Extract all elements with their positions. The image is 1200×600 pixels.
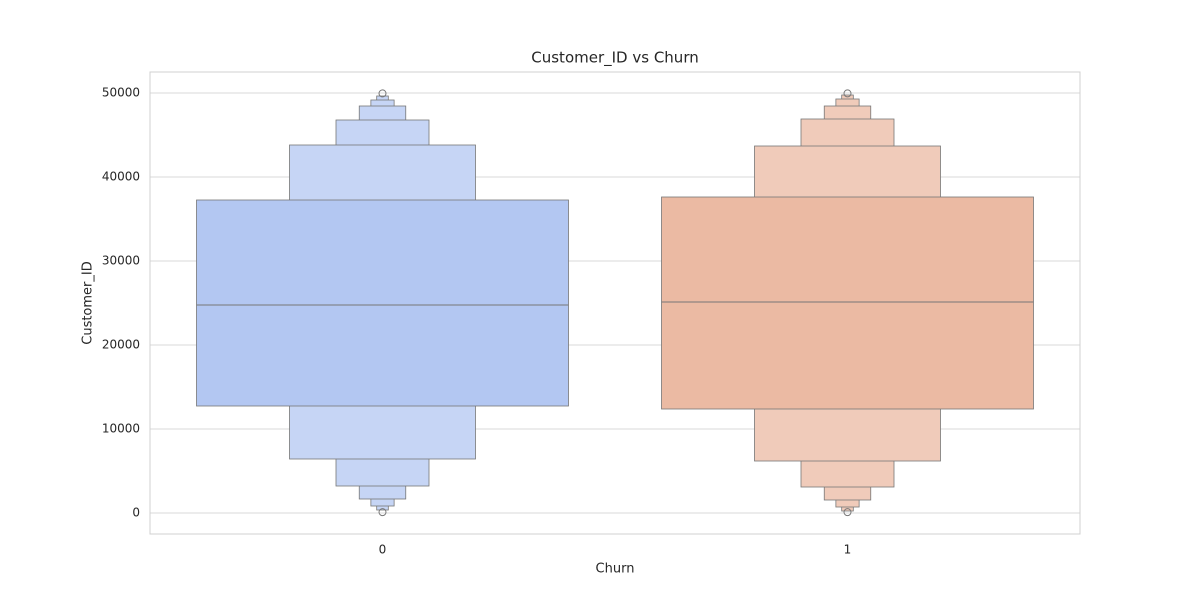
y-tick-label: 50000: [102, 86, 140, 100]
chart-title: Customer_ID vs Churn: [531, 49, 698, 68]
y-tick-label: 40000: [102, 170, 140, 184]
y-tick-label: 0: [132, 506, 140, 520]
y-tick-label: 20000: [102, 338, 140, 352]
x-axis-label: Churn: [596, 562, 635, 577]
y-tick-label: 30000: [102, 254, 140, 268]
x-tick-label: 1: [844, 543, 852, 557]
y-tick-label: 10000: [102, 422, 140, 436]
outlier: [843, 508, 852, 517]
plot-frame: [149, 71, 1081, 535]
y-axis-label: Customer_ID: [81, 261, 96, 345]
outlier: [378, 508, 387, 517]
x-tick-label: 0: [379, 543, 387, 557]
letter-value-box: [661, 196, 1034, 410]
letter-value-box: [196, 199, 569, 407]
outlier: [843, 89, 852, 98]
outlier: [378, 89, 387, 98]
